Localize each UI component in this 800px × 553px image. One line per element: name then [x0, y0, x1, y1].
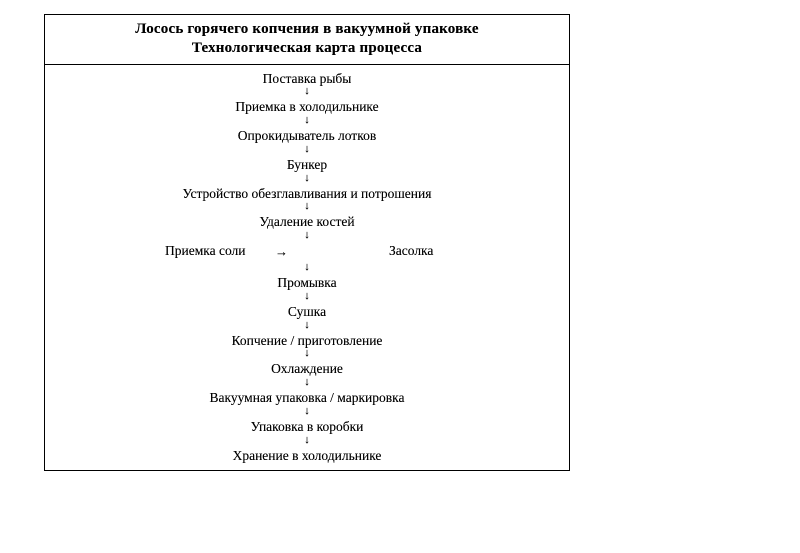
- arrow-down-icon: ↓: [53, 348, 561, 359]
- step-13: Упаковка в коробки: [53, 420, 561, 434]
- title-line2: Технологическая карта процесса: [53, 39, 561, 58]
- arrow-down-icon: ↓: [53, 406, 561, 417]
- arrow-down-icon: ↓: [53, 144, 561, 155]
- step-2: Приемка в холодильнике: [53, 100, 561, 114]
- step-5: Устройство обезглавливания и потрошения: [53, 187, 561, 201]
- step-6: Удаление костей: [53, 215, 561, 229]
- step-10: Копчение / приготовление: [53, 334, 561, 348]
- step-3: Опрокидыватель лотков: [53, 129, 561, 143]
- step-7-right: Засолка: [389, 244, 433, 258]
- flow-body: Поставка рыбы ↓ Приемка в холодильнике ↓…: [45, 65, 569, 471]
- step-12: Вакуумная упаковка / маркировка: [53, 391, 561, 405]
- title-line1: Лосось горячего копчения в вакуумной упа…: [53, 20, 561, 39]
- arrow-down-icon: ↓: [53, 115, 561, 126]
- arrow-down-icon: ↓: [53, 320, 561, 331]
- arrow-down-icon: ↓: [53, 86, 561, 97]
- title-block: Лосось горячего копчения в вакуумной упа…: [45, 15, 569, 65]
- step-9: Сушка: [53, 305, 561, 319]
- arrow-down-icon: ↓: [53, 435, 561, 446]
- arrow-down-icon: ↓: [53, 291, 561, 302]
- arrow-down-icon: ↓: [53, 173, 561, 184]
- arrow-down-icon: ↓: [53, 201, 561, 212]
- step-1: Поставка рыбы: [53, 72, 561, 86]
- step-11: Охлаждение: [53, 362, 561, 376]
- step-4: Бункер: [53, 158, 561, 172]
- step-8: Промывка: [53, 276, 561, 290]
- step-7-left: Приемка соли: [165, 244, 246, 258]
- arrow-down-icon: ↓: [53, 377, 561, 388]
- step-14: Хранение в холодильнике: [53, 449, 561, 463]
- arrow-down-icon: ↓: [53, 262, 561, 273]
- arrow-right-icon: →: [275, 245, 288, 258]
- arrow-down-icon: ↓: [53, 230, 561, 241]
- step-7-split: Приемка соли → Засолка: [53, 244, 561, 261]
- flowchart-container: Лосось горячего копчения в вакуумной упа…: [44, 14, 570, 471]
